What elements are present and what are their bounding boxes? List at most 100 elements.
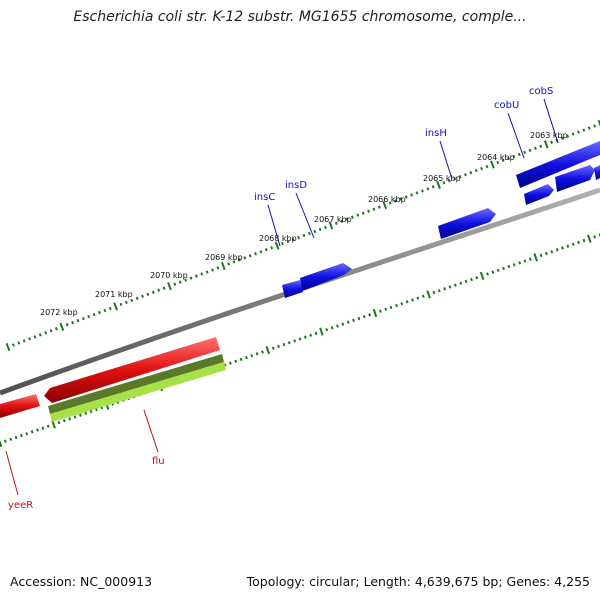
gene-cobS-arrow[interactable] [516, 141, 600, 188]
major-tick [490, 160, 495, 169]
major-tick [479, 271, 485, 280]
minor-tick [361, 211, 365, 215]
minor-tick [87, 314, 91, 319]
minor-tick [469, 170, 473, 175]
minor-tick [297, 235, 301, 240]
minor-tick [44, 331, 48, 335]
minor-tick [234, 359, 238, 363]
minor-tick [28, 337, 31, 341]
minor-tick [314, 331, 318, 336]
gene-label-cobS[interactable]: cobS [529, 86, 553, 97]
minor-tick [205, 270, 209, 274]
minor-tick [46, 424, 50, 428]
minor-tick [78, 413, 82, 417]
tick-label: 2069 kbp [205, 253, 243, 262]
minor-tick [555, 248, 559, 252]
minor-tick [593, 235, 597, 239]
gene-cob-edge-arrow[interactable] [594, 165, 600, 180]
minor-tick [293, 339, 297, 343]
minor-tick [49, 329, 53, 333]
minor-tick [178, 280, 182, 284]
minor-tick [286, 239, 290, 244]
minor-tick [356, 213, 360, 217]
minor-tick [437, 289, 441, 293]
minor-tick [25, 432, 29, 436]
minor-tick [245, 355, 248, 360]
minor-tick [400, 302, 404, 306]
minor-tick [157, 288, 161, 292]
major-tick [319, 327, 324, 336]
gene-yeeR-arrow[interactable] [0, 394, 40, 418]
minor-tick [151, 290, 155, 294]
minor-tick [3, 439, 7, 443]
map-title: Escherichia coli str. K-12 substr. MG165… [73, 9, 527, 25]
minor-tick [485, 164, 489, 169]
minor-tick [261, 350, 264, 354]
minor-tick [9, 437, 13, 441]
major-tick [265, 346, 271, 355]
minor-tick [501, 158, 505, 163]
gene-label-insH[interactable]: insH [425, 128, 447, 139]
minor-tick [577, 240, 580, 245]
minor-tick [518, 261, 522, 265]
minor-tick [523, 150, 527, 155]
minor-tick [184, 278, 188, 282]
tick-label: 2064 kbp [477, 153, 515, 162]
minor-tick [336, 324, 339, 328]
misc-feature-light[interactable] [50, 362, 226, 422]
minor-tick [271, 346, 275, 350]
tick-label: 2067 kbp [314, 215, 352, 224]
minor-tick [302, 233, 306, 238]
minor-tick [416, 296, 420, 300]
gene-label-insC[interactable]: insC [254, 192, 275, 203]
minor-tick [239, 357, 243, 362]
misc-feature-dark[interactable] [48, 354, 224, 414]
minor-tick [421, 294, 425, 298]
minor-tick [372, 207, 376, 211]
major-tick [382, 200, 388, 210]
minor-tick [550, 250, 554, 254]
minor-tick [350, 215, 354, 219]
major-tick [587, 234, 592, 243]
gene-insH-arrow[interactable] [438, 208, 496, 239]
minor-tick [33, 335, 37, 339]
minor-tick [65, 323, 69, 327]
inner-tick-ring [0, 233, 600, 448]
minor-tick [357, 316, 361, 321]
gene-label-cobU[interactable]: cobU [494, 100, 519, 111]
gene-label-flu[interactable]: flu [152, 456, 165, 467]
major-tick [597, 119, 600, 127]
minor-tick [539, 253, 543, 258]
minor-tick [368, 313, 372, 317]
gene-cobU-arrow[interactable] [555, 165, 595, 192]
gene-flu-arrow[interactable] [44, 337, 220, 403]
minor-tick [243, 256, 247, 260]
minor-tick [211, 268, 214, 272]
minor-tick [68, 417, 72, 421]
minor-tick [11, 343, 15, 347]
minor-tick [270, 246, 274, 250]
outer-tick-ring [5, 119, 600, 352]
gene-label-insD[interactable]: insD [285, 180, 307, 191]
major-tick [328, 221, 334, 230]
minor-tick [92, 312, 96, 317]
gene-label-yeeR[interactable]: yeeR [8, 500, 33, 511]
minor-tick [512, 263, 516, 267]
minor-tick [14, 435, 18, 440]
major-tick [274, 241, 280, 250]
minor-tick [378, 309, 382, 313]
minor-tick [389, 305, 393, 310]
minor-tick [216, 266, 220, 270]
gene-insD-arrow[interactable] [300, 263, 352, 291]
minor-tick [566, 134, 570, 138]
minor-tick [30, 430, 34, 434]
major-tick [543, 140, 549, 149]
gene-insC-arrow[interactable] [282, 280, 303, 298]
gene-cob-small-arrow[interactable] [524, 184, 554, 205]
minor-tick [130, 298, 134, 303]
minor-tick [411, 298, 414, 302]
topology-text: Topology: circular; Length: 4,639,675 bp… [246, 574, 590, 589]
minor-tick [84, 411, 88, 415]
minor-tick [62, 419, 66, 423]
